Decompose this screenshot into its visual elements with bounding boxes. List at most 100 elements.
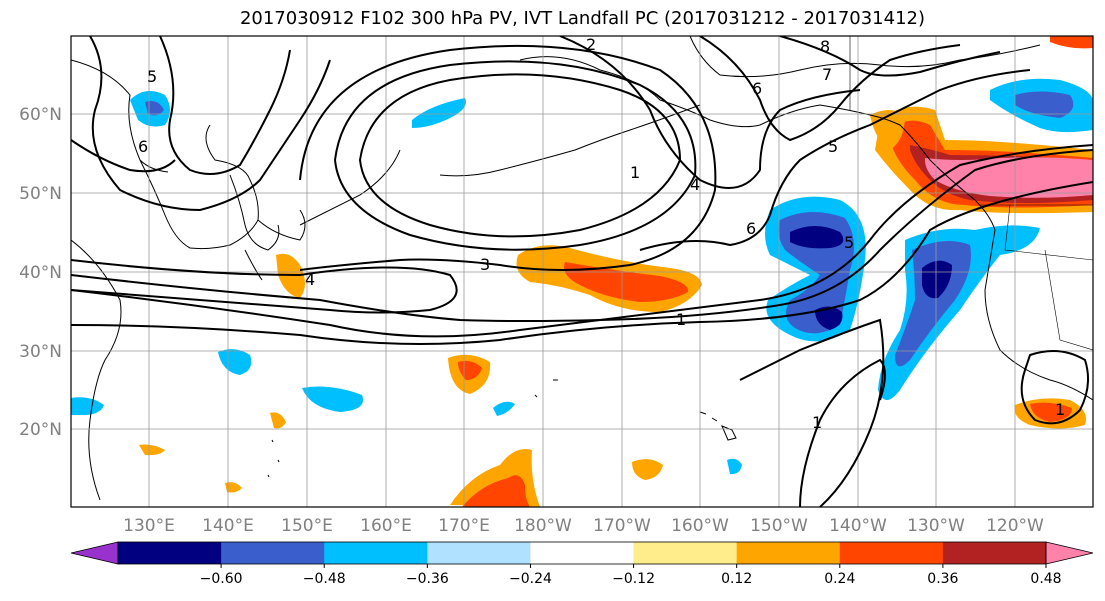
pv-contour-w3 <box>71 139 176 173</box>
negative-anomaly-subtrop1 <box>218 349 252 375</box>
contour-label: 1 <box>630 163 640 182</box>
contour-label: 8 <box>820 37 830 56</box>
lon-label: 130°W <box>907 516 965 536</box>
pv-contours <box>71 36 1093 507</box>
negative-anomaly-small4 <box>493 401 515 416</box>
positive-anomaly-small2 <box>225 482 242 493</box>
pv-contour-5 <box>71 144 1093 338</box>
pv-contour-mid <box>739 318 885 507</box>
lon-label: 120°W <box>986 516 1044 536</box>
negative-anomaly-kamchatka-core <box>145 101 164 116</box>
contour-label: 2 <box>586 35 596 54</box>
pv-contour-10 <box>779 36 1001 77</box>
contour-label: 6 <box>138 137 148 156</box>
negative-anomaly-us-core <box>922 260 952 299</box>
map-frame <box>70 35 1094 508</box>
lon-label: 170°W <box>593 516 651 536</box>
negative-anomaly-east-core2 <box>815 306 843 330</box>
japan-coastline <box>229 174 306 281</box>
colorbar-swatch <box>324 542 428 564</box>
lon-label: 140°W <box>829 516 887 536</box>
contour-label: 1 <box>812 413 822 432</box>
colorbar: −0.60 −0.48 −0.36 −0.24 −0.12 0.12 0.24 0.36 0.4… <box>70 541 1094 587</box>
colorbar-tick-label: −0.60 <box>200 571 243 587</box>
lon-label: 130°E <box>123 516 175 536</box>
pv-contour-w2 <box>159 36 291 175</box>
positive-anomaly-subtrop2 <box>632 459 663 480</box>
latitude-labels: 60°N 50°N 40°N 30°N 20°N <box>19 105 62 440</box>
positive-anomaly-south-red <box>462 475 530 507</box>
contour-label: 4 <box>690 175 700 194</box>
positive-anomaly-mexico-red <box>1030 402 1072 422</box>
pv-contour-7 <box>639 69 1031 251</box>
lon-label: 170°E <box>438 516 490 536</box>
lat-label: 60°N <box>19 105 62 125</box>
contour-label: 1 <box>1055 400 1065 419</box>
colorbar-outline <box>117 541 1047 565</box>
pv-contour-9 <box>699 36 961 142</box>
lat-label: 20°N <box>19 420 62 440</box>
colorbar-swatch <box>736 542 841 564</box>
colorbar-tick-label: 0.12 <box>721 571 752 587</box>
negative-anomaly-aleutian <box>412 98 466 128</box>
colorbar-swatch <box>530 542 635 564</box>
map-title: 2017030912 F102 300 hPa PV, IVT Landfall… <box>239 8 926 29</box>
positive-anomaly-small3 <box>270 412 286 429</box>
lat-label: 40°N <box>19 263 62 283</box>
positive-anomaly-bc-pink <box>925 157 1093 198</box>
contour-label: 3 <box>480 255 490 274</box>
pv-contour-mid2 <box>799 358 886 507</box>
contour-label: 6 <box>752 79 762 98</box>
colorbar-tick-label: 0.48 <box>1030 571 1061 587</box>
colorbar-extend-min <box>70 541 119 565</box>
aleutian-chain <box>299 104 701 226</box>
lon-label: 150°W <box>750 516 808 536</box>
contour-label: 5 <box>844 233 854 252</box>
contour-label: 1 <box>676 310 686 329</box>
pv-contour-w1 <box>89 36 331 212</box>
lat-label: 50°N <box>19 184 62 204</box>
lon-label: 160°W <box>671 516 729 536</box>
colorbar-tick-label: 0.24 <box>824 571 855 587</box>
negative-anomaly-w-edge <box>71 397 104 416</box>
longitude-labels: 130°E 140°E 150°E 160°E 170°E 180°W 170°… <box>123 516 1044 536</box>
contour-label: 5 <box>147 67 157 86</box>
positive-anomaly-ne-corner <box>1050 36 1093 49</box>
colorbar-swatch <box>942 542 1047 564</box>
colorbar-swatch <box>633 542 738 564</box>
pv-contour-4 <box>71 149 1093 322</box>
colorbar-extend-max <box>1045 541 1094 565</box>
lon-label: 180°W <box>514 516 572 536</box>
colorbar-tick-label: −0.12 <box>612 571 655 587</box>
lon-label: 150°E <box>281 516 333 536</box>
negative-anomaly-ne-core <box>1015 91 1074 118</box>
map-contents: 1 1 1 1 2 3 4 4 5 5 5 6 6 6 7 8 <box>71 35 1093 507</box>
contour-label: 6 <box>746 219 756 238</box>
na-borders <box>849 36 1093 351</box>
pacific-small-islands <box>267 379 558 478</box>
lon-label: 160°E <box>360 516 412 536</box>
lat-label: 30°N <box>19 342 62 362</box>
contour-label-layer: 1 1 1 1 2 3 4 4 5 5 5 6 6 6 7 8 <box>138 35 1065 432</box>
colorbar-tick-label: −0.36 <box>406 571 449 587</box>
negative-anomaly-east-core <box>790 226 844 249</box>
pv-contour-2 <box>299 44 717 271</box>
contour-label: 5 <box>828 137 838 156</box>
colorbar-tick-label: −0.48 <box>303 571 346 587</box>
negative-anomaly-subtrop2 <box>302 386 364 412</box>
negative-anomaly-hawaii <box>727 458 742 475</box>
lon-label: 140°E <box>202 516 254 536</box>
colorbar-tick-label: 0.36 <box>927 571 958 587</box>
positive-anomaly-small1 <box>139 444 165 456</box>
na-west-coast <box>984 229 1093 401</box>
pv-contour-8 <box>559 36 861 189</box>
pv-contour-mexico <box>1020 350 1090 425</box>
pv-contour-3 <box>71 259 458 314</box>
colorbar-swatch <box>427 542 531 564</box>
contour-label: 4 <box>305 270 315 289</box>
colorbar-tick-label: −0.24 <box>509 571 552 587</box>
pv-contour-6 <box>71 181 1093 345</box>
contour-label: 7 <box>822 65 832 84</box>
colorbar-swatch <box>221 542 325 564</box>
